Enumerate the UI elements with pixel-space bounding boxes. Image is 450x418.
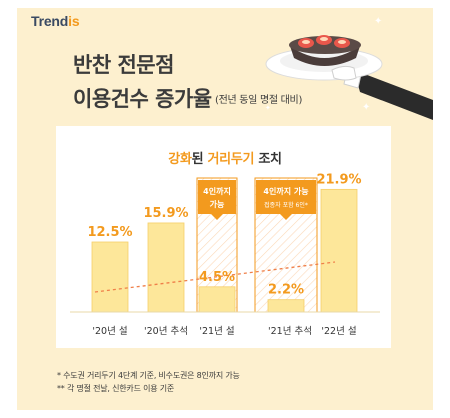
category-label: '20년 설: [92, 326, 127, 337]
page-title-line1: 반찬 전문점: [73, 53, 174, 77]
category-label: '21년 추석: [268, 326, 312, 337]
trend-line: [94, 261, 336, 293]
serving-plate-illustration: [265, 35, 433, 120]
sparkle-icon: ✦: [265, 104, 271, 112]
footnote-2: ** 각 명절 전날, 신한카드 이용 기준: [57, 384, 175, 393]
bar: [267, 299, 305, 313]
page-subtitle: (전년 동일 명절 대비): [215, 95, 303, 106]
sparkle-icon: ✦: [374, 16, 383, 27]
bar-value-label: 2.2%: [268, 283, 304, 298]
restriction-callout-2: 4인까지 가능 접종자 포함 6인*: [256, 180, 316, 220]
page-title-line2: 이용건수 증가율: [73, 87, 212, 111]
bar-value-label: 12.5%: [87, 225, 132, 240]
bar-value-label: 4.5%: [199, 270, 235, 285]
restriction-callout-1: 4인까지 가능: [198, 180, 236, 220]
callout-2-line1: 4인까지 가능: [263, 186, 309, 196]
bar: [198, 286, 236, 313]
category-label: '22년 설: [321, 326, 356, 337]
callout-1-line2: 가능: [210, 199, 225, 209]
callout-1-line1: 4인까지: [203, 186, 231, 196]
bar: [91, 241, 129, 313]
callout-2-line2: 접종자 포함 6인*: [264, 201, 308, 209]
bar-value-label: 15.9%: [143, 206, 188, 221]
brand-logo: Trendis: [31, 13, 80, 29]
category-label: '20년 추석: [144, 326, 188, 337]
bar-value-label: 21.9%: [316, 172, 361, 187]
sparkle-icon: ✦: [362, 102, 371, 113]
category-label: '21년 설: [199, 326, 234, 337]
chart-annotation-title: 강화된 거리두기 조치: [168, 152, 282, 167]
bar: [320, 188, 358, 313]
footnote-1: * 수도권 거리두기 4단계 기준, 비수도권은 8인까지 가능: [57, 371, 240, 380]
bar: [147, 222, 185, 313]
